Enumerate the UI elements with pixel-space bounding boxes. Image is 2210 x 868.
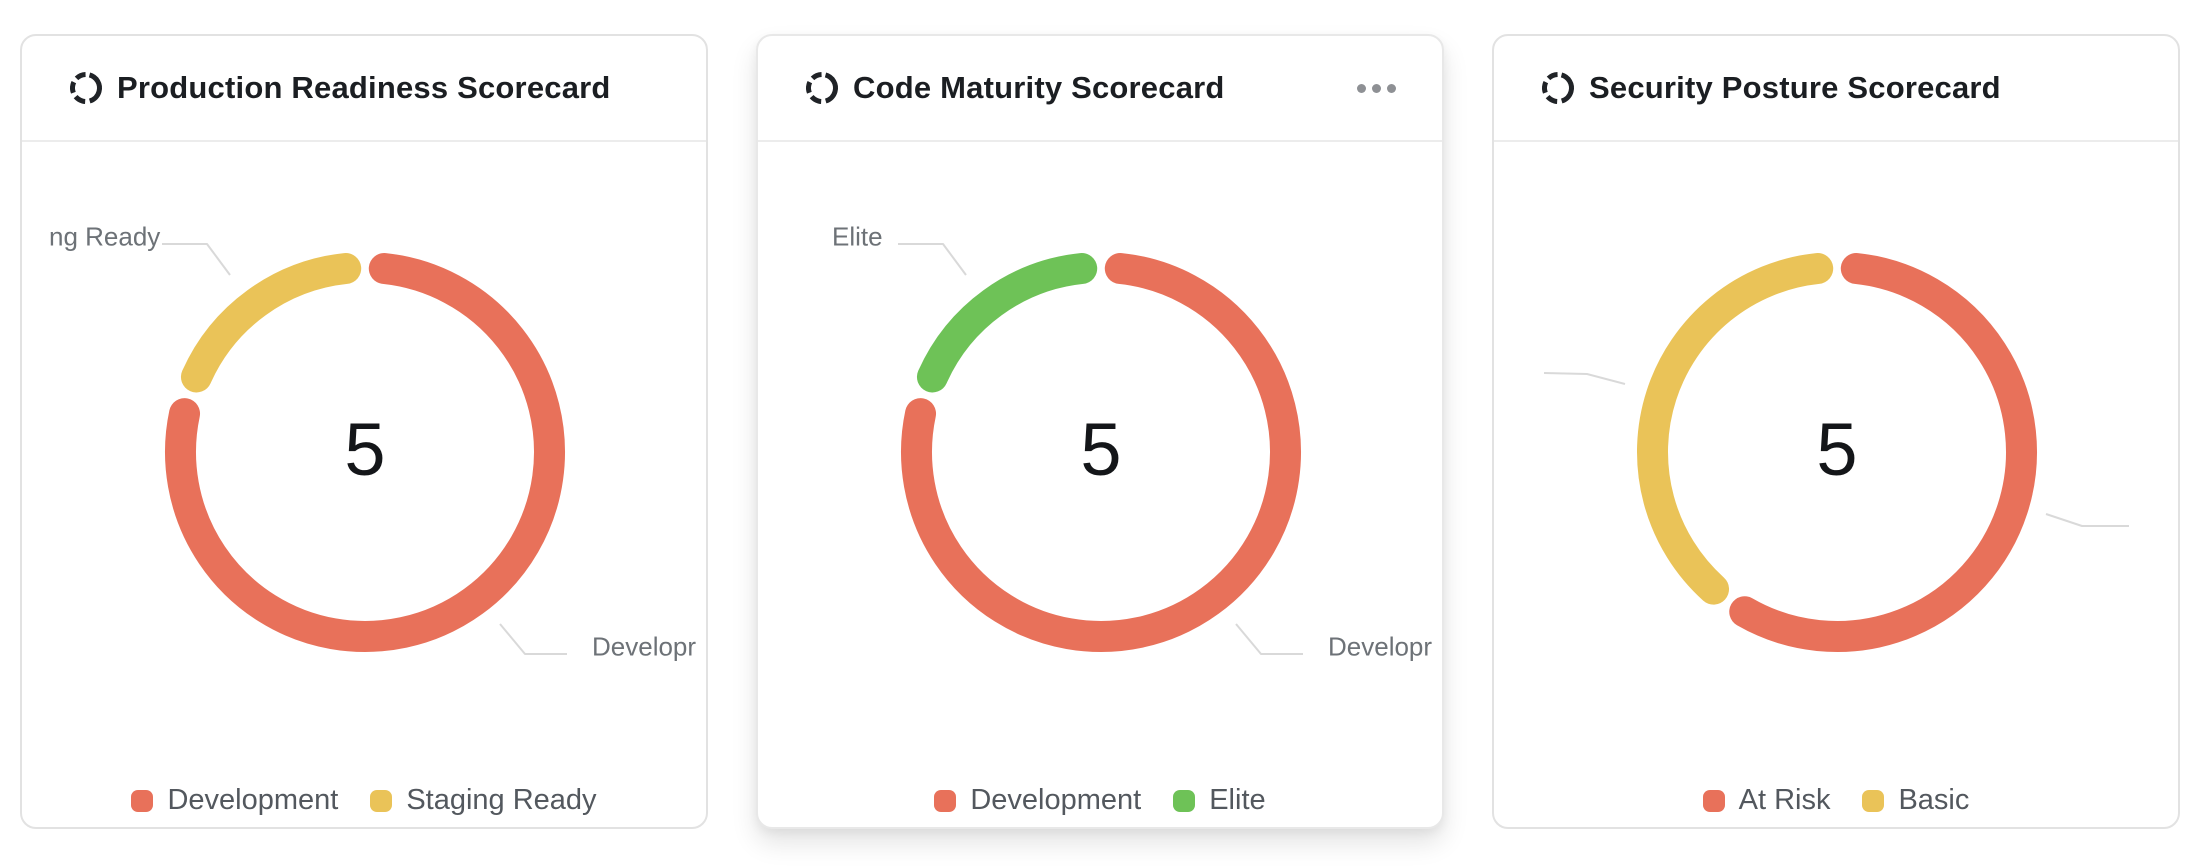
legend-swatch: [1702, 789, 1725, 812]
legend-item-staging-ready[interactable]: Staging Ready: [370, 784, 597, 817]
legend-swatch: [934, 789, 957, 812]
donut-segment-staging-ready[interactable]: [180, 253, 362, 393]
label-leader-line: [898, 243, 967, 276]
legend-item-development[interactable]: Development: [131, 784, 338, 817]
scorecard-card-code-maturity: Code Maturity Scorecard 5 Elite Developr …: [756, 34, 1444, 829]
slice-label: Developr: [592, 631, 697, 662]
legend-item-at-risk[interactable]: At Risk: [1702, 784, 1831, 817]
card-header: Security Posture Scorecard: [1494, 36, 2178, 142]
legend-label: Development: [167, 784, 339, 816]
slice-label: Developr: [1328, 631, 1433, 662]
card-title: Security Posture Scorecard: [1589, 70, 2001, 105]
donut-chart: 5 ng Ready Developr: [22, 36, 706, 827]
card-header: Production Readiness Scorecard: [22, 36, 706, 142]
legend-swatch: [1173, 789, 1196, 812]
legend-label: Staging Ready: [406, 784, 597, 816]
donut-segment-development[interactable]: [901, 253, 1301, 652]
legend-item-elite[interactable]: Elite: [1173, 784, 1266, 817]
donut-chart: 5: [1494, 36, 2178, 827]
chart-legend: Development Elite: [758, 784, 1442, 817]
legend-swatch: [1862, 789, 1885, 812]
donut-segment-at-risk[interactable]: [1729, 253, 2037, 652]
scorecard-donut-icon: [1542, 72, 1574, 104]
donut-segment-development[interactable]: [165, 253, 565, 652]
chart-legend: Development Staging Ready: [22, 784, 706, 817]
donut-chart: 5 Elite Developr: [758, 36, 1442, 827]
card-header: Code Maturity Scorecard: [758, 36, 1442, 142]
scorecard-card-security-posture: Security Posture Scorecard 5 At Risk Basi…: [1492, 34, 2180, 829]
label-leader-line: [499, 623, 567, 655]
legend-label: Basic: [1898, 784, 1970, 816]
label-leader-line: [1235, 623, 1303, 655]
ellipsis-icon[interactable]: [1355, 76, 1398, 101]
slice-label: Elite: [832, 221, 883, 252]
label-leader-line: [1543, 372, 1626, 385]
legend-label: Elite: [1209, 784, 1266, 816]
donut-segment-basic[interactable]: [1637, 253, 1834, 605]
legend-label: Development: [970, 784, 1142, 816]
legend-label: At Risk: [1738, 784, 1831, 816]
card-title: Code Maturity Scorecard: [853, 70, 1225, 105]
legend-item-development[interactable]: Development: [934, 784, 1141, 817]
label-leader-line: [162, 243, 231, 276]
chart-center-value: 5: [1080, 408, 1122, 491]
dot: [1357, 83, 1366, 93]
scorecard-donut-icon: [70, 72, 102, 104]
legend-swatch: [131, 789, 154, 812]
chart-center-value: 5: [1816, 408, 1858, 491]
dot: [1372, 83, 1381, 93]
label-leader-line: [2045, 513, 2129, 527]
card-title: Production Readiness Scorecard: [117, 70, 611, 105]
legend-swatch: [370, 789, 393, 812]
donut-segment-elite[interactable]: [916, 253, 1098, 393]
dot: [1387, 83, 1396, 93]
scorecard-donut-icon: [806, 72, 838, 104]
scorecard-card-production-readiness: Production Readiness Scorecard 5 ng Read…: [20, 34, 708, 829]
legend-item-basic[interactable]: Basic: [1862, 784, 1969, 817]
chart-legend: At Risk Basic: [1494, 784, 2178, 817]
chart-center-value: 5: [344, 408, 386, 491]
slice-label: ng Ready: [49, 221, 161, 252]
